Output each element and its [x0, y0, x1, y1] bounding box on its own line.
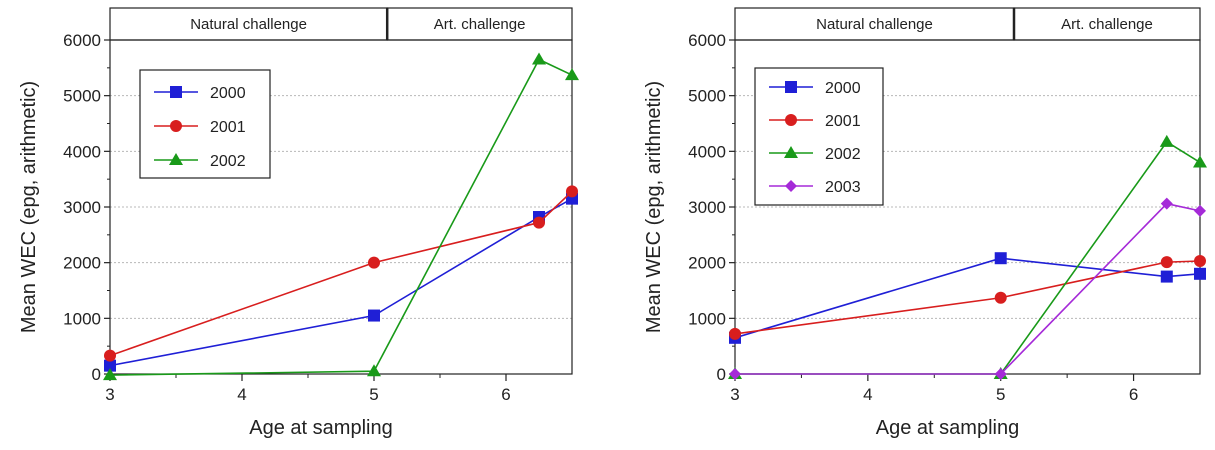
series-line-2001: [734, 260, 1201, 335]
legend-marker-2001: [170, 120, 182, 132]
phase-label: Art. challenge: [1061, 16, 1153, 33]
legend-marker-2002: [169, 153, 183, 165]
y-tick-label: 0: [717, 365, 726, 384]
series-line-2003: [735, 202, 1201, 375]
data-point-2000: [368, 309, 380, 322]
legend-label: 2002: [210, 153, 246, 170]
data-point-2001: [368, 256, 380, 269]
x-tick-label: 4: [237, 385, 246, 404]
data-point-2001: [1160, 256, 1173, 269]
legend-label: 2002: [825, 146, 861, 163]
y-tick-label: 5000: [688, 87, 726, 106]
data-point-2000: [994, 252, 1007, 265]
y-tick-label: 2000: [688, 254, 726, 273]
data-point-2001: [994, 291, 1007, 304]
data-point-2002: [367, 364, 381, 377]
x-axis-label: Age at sampling: [876, 417, 1019, 439]
legend-marker-2001: [785, 114, 797, 126]
series-line-2001: [109, 190, 573, 357]
data-point-2000: [104, 359, 116, 372]
x-axis-label: Age at sampling: [249, 417, 392, 439]
data-point-2003: [1160, 197, 1173, 210]
x-tick-label: 4: [863, 385, 872, 404]
data-point-2003: [994, 368, 1007, 380]
legend-marker-2003: [785, 180, 797, 192]
phase-box: [734, 7, 1015, 41]
series-line-2000: [734, 257, 1201, 339]
legend-label: 2001: [825, 113, 861, 130]
data-point-2001: [729, 327, 741, 340]
data-point-2001: [104, 349, 116, 362]
legend-label: 2000: [210, 85, 246, 102]
data-point-2000: [1160, 270, 1173, 283]
legend: 2000 2001 2002: [139, 69, 271, 179]
x-tick-label: 5: [369, 385, 378, 404]
legend-marker-2002: [784, 146, 798, 158]
x-tick-label: 3: [105, 385, 114, 404]
phase-box: [109, 7, 388, 41]
legend-label: 2000: [825, 80, 861, 97]
y-tick-label: 0: [92, 365, 101, 384]
data-point-2002: [532, 52, 546, 65]
data-point-2002: [565, 68, 579, 81]
phase-label: Art. challenge: [434, 16, 526, 33]
legend-label: 2001: [210, 119, 246, 136]
data-point-2001: [566, 185, 578, 198]
data-point-2002: [1159, 134, 1174, 147]
x-tick-label: 6: [501, 385, 510, 404]
y-axis-label: Mean WEC (epg, arithmetic): [643, 81, 665, 333]
y-tick-label: 5000: [63, 87, 101, 106]
chart-panel-2: Natural challenge Art. challenge 0 1000 2000…: [643, 7, 1207, 439]
y-tick-label: 6000: [63, 31, 101, 50]
legend-marker-2000: [785, 81, 797, 93]
data-point-2001: [533, 216, 545, 229]
y-tick-label: 1000: [688, 309, 726, 328]
x-tick-label: 5: [996, 385, 1005, 404]
y-axis-label: Mean WEC (epg, arithmetic): [18, 81, 40, 333]
legend-box: [754, 67, 884, 206]
series-line-2002: [109, 58, 573, 376]
data-point-2003: [729, 368, 741, 380]
chart-panel-1: Natural challenge Art. challenge 0 1000 2000…: [18, 7, 579, 439]
y-tick-label: 2000: [63, 254, 101, 273]
y-tick-label: 4000: [63, 142, 101, 161]
legend: 2000 2001 2002 2003: [754, 67, 884, 206]
phase-label: Natural challenge: [816, 16, 933, 33]
data-point-2003: [1194, 204, 1206, 217]
data-point-2000: [1194, 267, 1206, 280]
legend-marker-2000: [170, 86, 182, 98]
legend-box: [139, 69, 271, 179]
y-tick-label: 6000: [688, 31, 726, 50]
data-point-2002: [103, 368, 117, 381]
y-tick-label: 3000: [688, 198, 726, 217]
phase-label: Natural challenge: [190, 16, 307, 33]
series-line-2000: [109, 197, 573, 367]
data-point-2001: [1194, 254, 1206, 267]
y-tick-label: 1000: [63, 309, 101, 328]
y-tick-label: 4000: [688, 142, 726, 161]
y-tick-label: 3000: [63, 198, 101, 217]
legend-label: 2003: [825, 179, 861, 196]
data-point-2002: [1193, 155, 1207, 168]
x-tick-label: 3: [730, 385, 739, 404]
x-tick-label: 6: [1129, 385, 1138, 404]
